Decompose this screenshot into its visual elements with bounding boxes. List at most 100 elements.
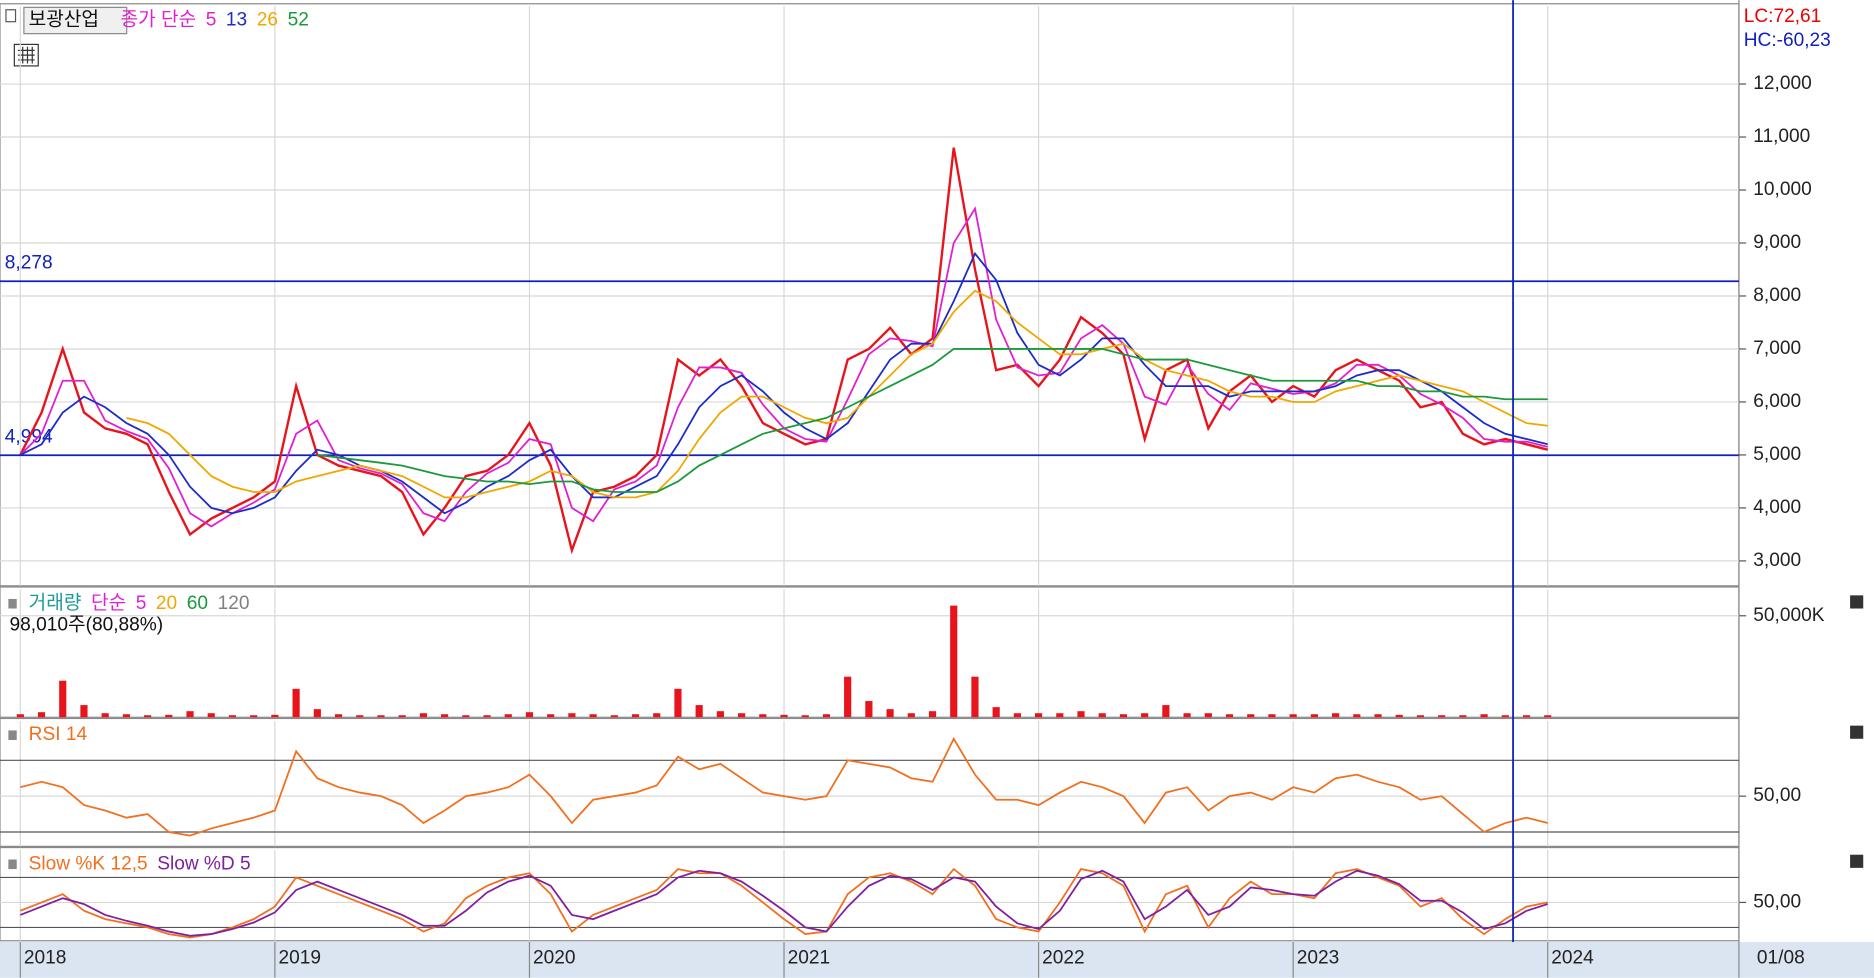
lc-label: LC:72,61: [1744, 6, 1822, 27]
volume-note: 98,010주(80,88%): [10, 614, 164, 635]
volume-bar: [271, 714, 279, 718]
volume-bar: [822, 714, 831, 718]
legend-entry: 20: [156, 593, 177, 614]
volume-bar: [1544, 715, 1552, 718]
series-line: [317, 348, 1548, 493]
volume-bar: [122, 714, 130, 718]
series-line: [126, 289, 1548, 499]
volume-bar: [165, 714, 173, 718]
volume-bar: [504, 714, 512, 718]
volume-bar: [1119, 714, 1128, 718]
volume-bar: [1035, 713, 1043, 718]
x-tick-label: 2024: [1551, 948, 1594, 969]
y-tick-label: 50,00: [1753, 891, 1801, 912]
panel-icon[interactable]: [5, 9, 17, 23]
volume-bar: [1247, 714, 1255, 718]
volume-bar: [228, 715, 237, 718]
volume-bar: [462, 715, 470, 718]
panel-close[interactable]: [1850, 854, 1864, 868]
series-line: [20, 736, 1548, 837]
volume-bar: [334, 714, 343, 718]
x-tick-label: 2019: [278, 948, 321, 969]
x-axis-strip: [0, 941, 1874, 978]
volume-bar: [1098, 713, 1106, 718]
legend-entry: Slow %K 12,5: [29, 853, 148, 874]
indicator-label: 종가 단순: [121, 9, 197, 31]
volume-bar: [37, 712, 46, 718]
volume-bar: [1501, 715, 1509, 718]
x-tick-label: 2021: [788, 948, 831, 969]
stock-name-box: [23, 6, 128, 35]
volume-bar: [886, 709, 894, 718]
x-tick-label: 2020: [533, 948, 576, 969]
volume-bar: [1522, 715, 1531, 718]
h-line-label: 8,278: [5, 252, 53, 273]
volume-bar: [1480, 714, 1488, 718]
legend-entry: 5: [136, 593, 147, 614]
volume-bar: [186, 711, 194, 718]
plot-layer: 3,000 4,000 5,000 6,000 7,000 8,000 9,000 10,00…: [0, 3, 1831, 978]
y-tick-label: 5,000: [1753, 444, 1801, 465]
panel-close[interactable]: [1850, 595, 1864, 609]
x-tick-label: 2022: [1042, 948, 1085, 969]
volume-bar: [1353, 714, 1361, 718]
volume-bar: [907, 713, 915, 718]
legend-entry: 120: [218, 593, 250, 614]
volume-bar: [1395, 714, 1403, 718]
volume-bar: [419, 713, 427, 718]
y-tick-label: 10,000: [1753, 179, 1811, 200]
volume-bar: [80, 705, 88, 718]
panel-frame: [0, 3, 1740, 587]
volume-bar: [653, 713, 661, 718]
legend-entry: 13: [226, 10, 247, 31]
volume-bar: [377, 715, 385, 718]
volume-bar: [144, 715, 152, 718]
volume-bar: [1013, 713, 1021, 718]
volume-bar: [16, 714, 24, 718]
panel-close[interactable]: [1850, 725, 1864, 739]
panel-title: 거래량: [29, 592, 82, 614]
series-line: [19, 869, 1548, 937]
volume-bar: [1183, 713, 1191, 718]
y-tick-label: 6,000: [1753, 391, 1801, 412]
panel-title: RSI 14: [29, 724, 88, 745]
legend-entry: 26: [257, 10, 278, 31]
panel-icon: [8, 598, 17, 609]
indicator-label: 단순: [91, 592, 126, 614]
date-label: 01/08: [1757, 948, 1805, 969]
volume-bar: [1331, 713, 1340, 718]
y-tick-label: 3,000: [1753, 550, 1801, 571]
volume-bar: [865, 701, 873, 718]
series-line: [19, 251, 1548, 515]
volume-bar: [928, 711, 937, 718]
series-line: [19, 147, 1549, 555]
volume-bar: [674, 688, 682, 718]
x-tick-label: 2023: [1297, 948, 1340, 969]
volume-bar: [759, 714, 767, 718]
volume-bar: [801, 715, 809, 718]
volume-bar: [1077, 711, 1085, 718]
panel-frame: [0, 717, 1740, 847]
y-tick-label: 12,000: [1753, 73, 1811, 94]
y-tick-label: 50,00: [1753, 785, 1801, 806]
volume-bar: [589, 714, 597, 718]
y-tick-label: 7,000: [1753, 338, 1801, 359]
volume-bar: [1438, 715, 1446, 718]
volume-bar: [207, 713, 215, 718]
volume-bar: [1141, 713, 1149, 718]
legend-entry: 52: [288, 10, 309, 31]
volume-bar: [483, 715, 491, 718]
volume-bar: [1204, 713, 1212, 718]
volume-bar: [1459, 715, 1467, 718]
volume-bar: [398, 715, 406, 718]
volume-bar: [101, 713, 109, 718]
volume-bar: [695, 705, 703, 718]
volume-bar: [738, 713, 746, 718]
legend-entry: 5: [206, 10, 217, 31]
y-tick-label: 4,000: [1753, 497, 1801, 518]
volume-bar: [292, 688, 300, 718]
legend-entry: Slow %D 5: [157, 853, 250, 874]
volume-bar: [1056, 713, 1064, 718]
grid-icon-lines: [17, 46, 35, 64]
